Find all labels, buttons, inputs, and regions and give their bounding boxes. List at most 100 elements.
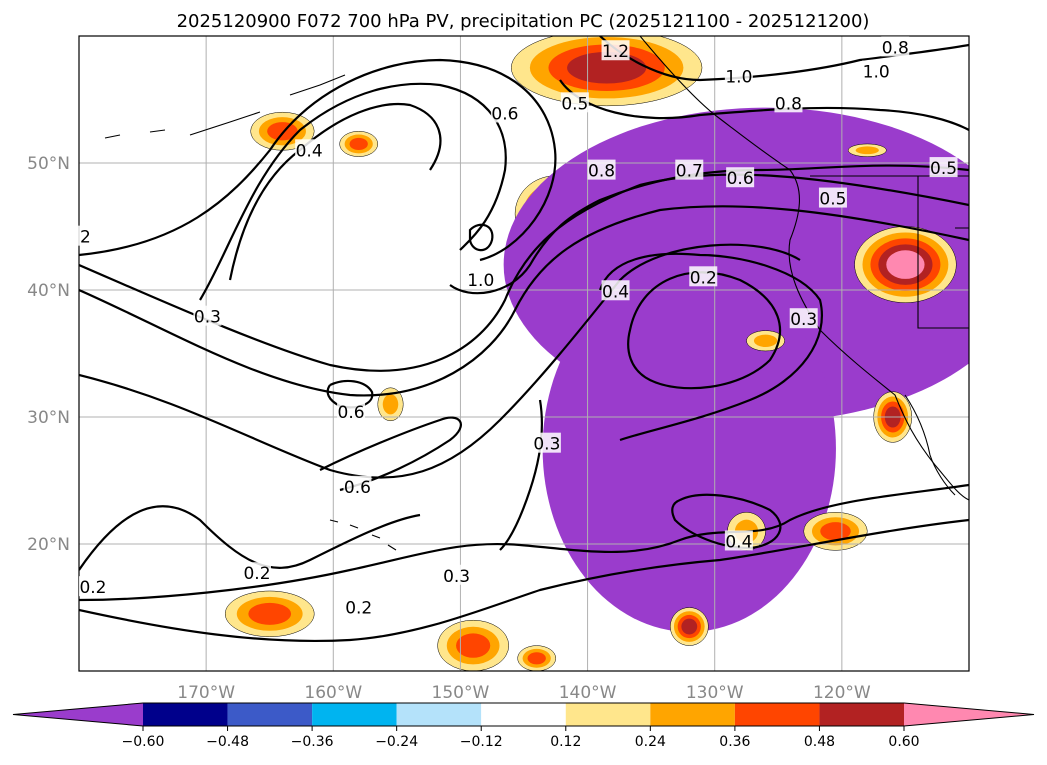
contour-label-bg-20 [532, 432, 561, 453]
colorbar-tick-label-4: −0.12 [460, 734, 503, 750]
contour-label-6: 0.6 [491, 104, 518, 124]
precip-anomaly-17 [224, 590, 315, 637]
precip-anomaly-21 [803, 512, 868, 551]
contour-label-11: 0.6 [727, 169, 754, 189]
pv-contour-19 [499, 399, 544, 551]
precip-level-7-4 [886, 250, 925, 279]
contour-label-bg-19 [337, 400, 366, 421]
colorbar-tick-label-3: −0.24 [375, 734, 418, 750]
contour-label-4: 0.8 [775, 94, 802, 114]
contour-label-bg-12 [818, 187, 847, 208]
colorbar-tick-label-5: 0.12 [550, 734, 581, 750]
contour-label-bg-15 [601, 280, 630, 301]
lon-tick-label-1: 160°W [304, 683, 362, 703]
baja-coastline [904, 394, 956, 496]
pv-contour-12 [598, 252, 823, 442]
longitude-tick-labels: 170°W 160°W 150°W 140°W 130°W 120°W [177, 683, 871, 703]
colorbar-extend-low [13, 703, 143, 726]
contour-label-bg-22 [724, 530, 753, 551]
contour-label-bg-26 [344, 596, 373, 617]
contour-label-bg-14 [466, 268, 495, 289]
contour-label-bg-0 [601, 40, 630, 61]
colorbar-extend-high [904, 703, 1034, 726]
pv-contour-2 [79, 205, 969, 397]
precip-level-28-1 [382, 394, 399, 415]
lon-tick-label-0: 170°W [177, 683, 235, 703]
contour-label-bg-7 [295, 139, 324, 160]
pv-contour-layer [79, 36, 969, 643]
pv-contour-5 [199, 82, 507, 301]
contour-label-2: 1.0 [863, 63, 890, 83]
contour-label-bg-21 [343, 475, 372, 496]
precip-anomaly-19 [669, 607, 709, 646]
contour-label-bg-9 [587, 159, 616, 180]
chart-title: 2025120900 F072 700 hPa PV, precipitatio… [177, 11, 870, 32]
contour-label-23: 0.2 [243, 564, 270, 584]
pv-contour-8 [449, 164, 969, 295]
contour-label-bg-5 [560, 92, 589, 113]
colorbar-segment-2 [312, 703, 397, 726]
precip-level-24-1 [753, 334, 778, 347]
pv-contour-9 [599, 36, 969, 82]
pv-contour-4 [79, 58, 557, 262]
contour-label-bg-25 [78, 576, 107, 597]
colorbar-segment-5 [565, 703, 651, 726]
contour-label-bg-24 [442, 564, 471, 585]
contour-label-bg-16 [689, 266, 718, 287]
precip-level-26-2 [527, 652, 546, 665]
pv-contour-6 [228, 103, 442, 281]
precip-anomaly-28 [377, 387, 404, 422]
pv-contour-14 [319, 416, 462, 492]
precip-level-18-2 [456, 633, 491, 658]
precip-level-17-2 [248, 602, 292, 625]
contour-label-15: 0.4 [602, 282, 629, 302]
pv-contour-10 [559, 79, 969, 131]
contour-label-bg-17 [193, 305, 222, 326]
contour-label-20: 0.3 [533, 435, 560, 455]
precip-level-19-3 [681, 618, 698, 635]
precip-level-16-2 [349, 137, 368, 151]
lat-tick-label-3: 50°N [27, 154, 70, 174]
colorbar-tick-label-1: −0.48 [206, 734, 249, 750]
contour-label-3: 1.0 [725, 68, 752, 88]
contour-label-9: 0.8 [588, 162, 615, 182]
lon-tick-label-4: 130°W [686, 683, 744, 703]
contour-label-10: 0.7 [676, 162, 703, 182]
colorbar-tick-label-9: 0.60 [888, 734, 919, 750]
colorbar-segment-6 [650, 703, 735, 726]
colorbar-segment-1 [227, 703, 313, 726]
contour-label-bg-6 [490, 102, 519, 123]
contour-label-14: 1.0 [467, 271, 494, 291]
precip-anomaly-7 [854, 226, 957, 303]
contour-label-16: 0.2 [690, 268, 717, 288]
latitude-tick-labels: 20°N 30°N 40°N 50°N [27, 154, 70, 555]
map-frame [78, 35, 970, 672]
contour-label-bg-1 [881, 36, 910, 57]
precip-level-12-2 [267, 122, 298, 141]
precip-anomaly-24 [746, 330, 785, 352]
colorbar-tick-label-0: −0.60 [122, 734, 165, 750]
contour-label-5: 0.5 [561, 94, 588, 114]
precip-anomaly-27 [847, 143, 887, 157]
contour-label-26: 0.2 [345, 599, 372, 619]
contour-label-7: 0.4 [296, 141, 323, 161]
contour-label-18: 0.3 [790, 310, 817, 330]
contour-label-bg-23 [243, 562, 271, 583]
pv-contour-17 [79, 518, 969, 643]
alaska-islands [104, 74, 346, 139]
colorbar-segment-3 [396, 703, 482, 726]
contour-label-0: 1.2 [602, 42, 629, 62]
colorbar-tick-label-2: −0.36 [291, 734, 334, 750]
contour-label-1: 0.8 [882, 38, 909, 58]
lon-tick-label-3: 140°W [559, 683, 617, 703]
contour-label-17: 0.3 [194, 308, 221, 328]
lat-tick-label-1: 30°N [27, 408, 70, 428]
precip-anomaly-26 [517, 645, 557, 671]
contour-label-bg-3 [724, 65, 753, 86]
contour-label-bg-11 [726, 167, 755, 188]
lon-tick-label-2: 150°W [432, 683, 490, 703]
colorbar: −0.60 −0.48 −0.36 −0.24 −0.12 0.12 0.24 0.36 0.4… [12, 702, 1035, 750]
pv-contour-11 [627, 271, 782, 390]
colorbar-tick-label-6: 0.24 [635, 734, 666, 750]
